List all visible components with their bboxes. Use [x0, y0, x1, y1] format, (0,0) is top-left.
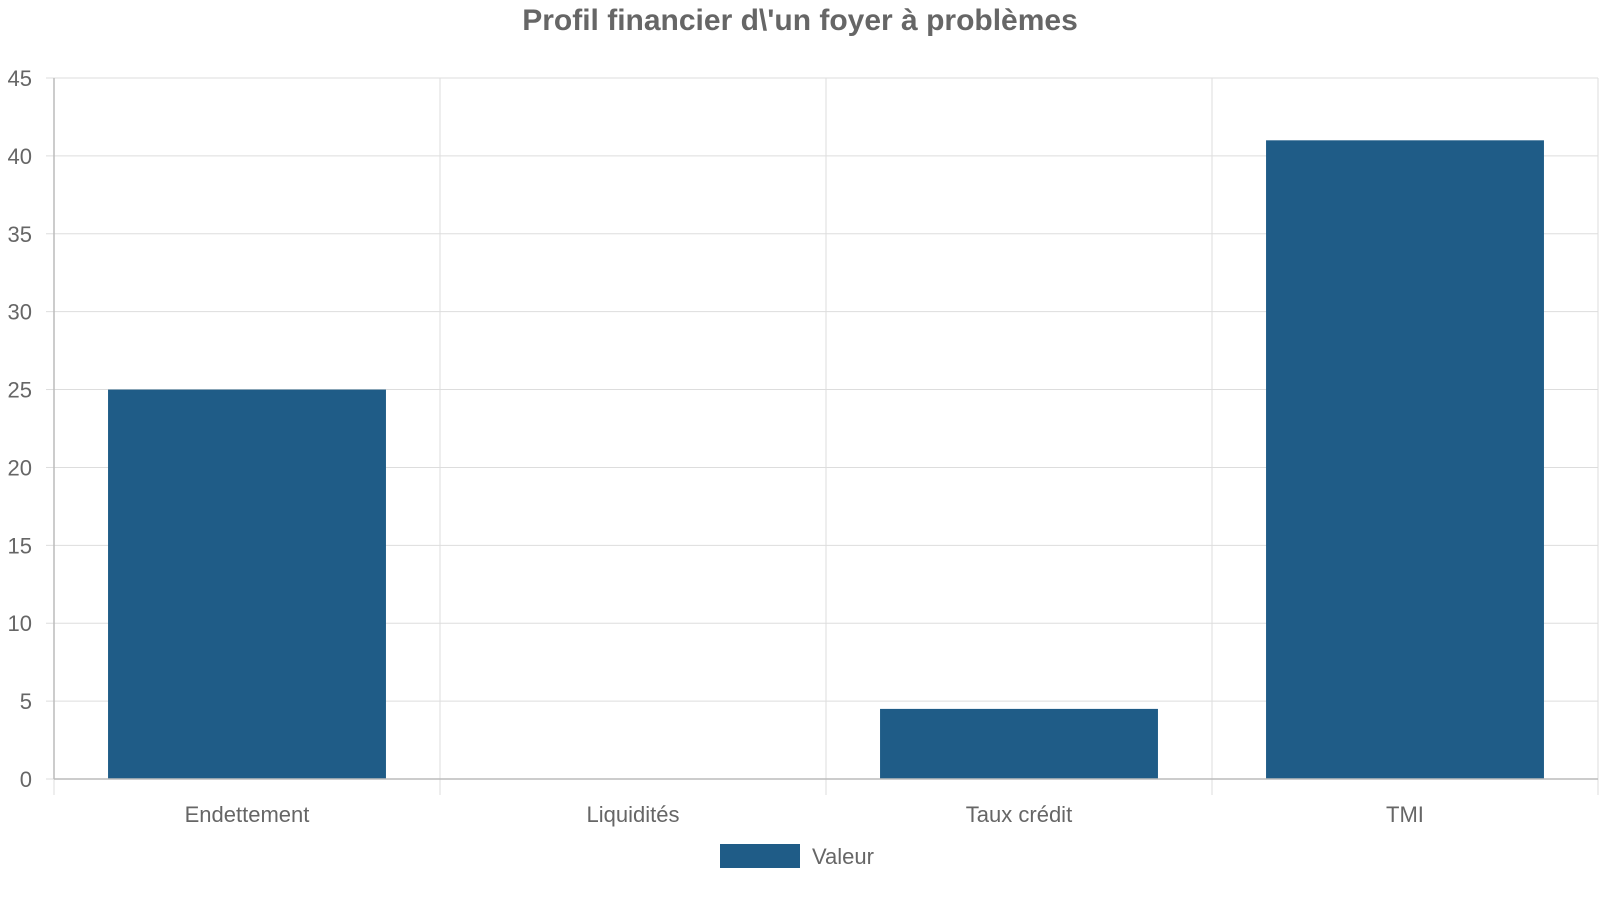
y-tick-label: 35 — [8, 222, 32, 247]
bar-tmi — [1266, 140, 1544, 780]
bar-endettement — [108, 389, 386, 779]
chart-title: Profil financier d\'un foyer à problèmes — [522, 4, 1078, 37]
y-tick-label: 20 — [8, 455, 32, 480]
y-tick-label: 5 — [20, 689, 32, 714]
x-tick-label: Liquidités — [587, 802, 680, 827]
y-tick-label: 30 — [8, 300, 32, 325]
y-tick-label: 10 — [8, 611, 32, 636]
x-tick-label: Endettement — [185, 802, 310, 827]
y-tick-label: 40 — [8, 144, 32, 169]
y-tick-label: 0 — [20, 767, 32, 792]
y-tick-label: 25 — [8, 378, 32, 403]
x-tick-label: TMI — [1386, 802, 1424, 827]
axis-layer: 0 5 10 15 20 25 30 35 40 45 Endettement Liquidités T… — [8, 66, 1598, 827]
y-tick-label: 45 — [8, 66, 32, 91]
x-tick-label: Taux crédit — [966, 802, 1072, 827]
legend: Valeur — [720, 844, 874, 869]
bars-layer — [108, 140, 1544, 780]
bar-taux-cr-dit — [880, 708, 1158, 779]
legend-label: Valeur — [812, 844, 874, 869]
legend-swatch — [720, 844, 800, 868]
y-tick-label: 15 — [8, 533, 32, 558]
